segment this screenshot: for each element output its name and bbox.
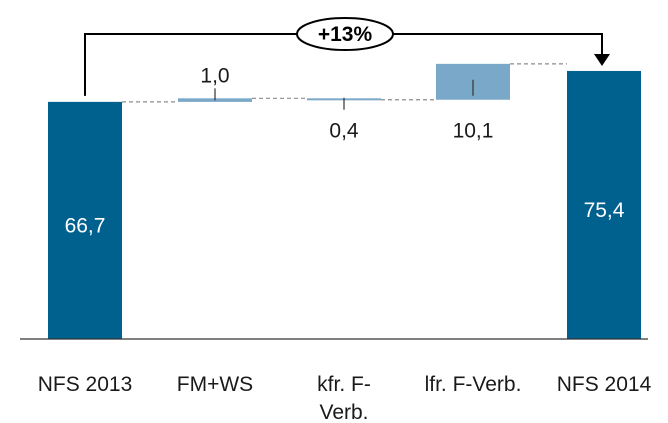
category-label-0: NFS 2013 [38, 373, 133, 396]
category-label-3: lfr. F-Verb. [425, 373, 522, 396]
category-labels: NFS 2013 FM+WS kfr. F- Verb. lfr. F-Verb. NFS… [38, 373, 652, 423]
value-labels: 66,7 1,0 0,4 10,1 75,4 [65, 64, 625, 237]
value-label-2: 0,4 [329, 120, 359, 143]
growth-oval [296, 17, 394, 51]
value-label-0: 66,7 [65, 214, 106, 237]
growth-annotation: +13% [84, 17, 610, 96]
bar-4 [567, 70, 641, 339]
connector-lines [122, 63, 567, 103]
bars-group [48, 63, 641, 339]
category-label-1: FM+WS [177, 373, 253, 396]
value-label-1: 1,0 [200, 64, 229, 87]
category-label-4: NFS 2014 [557, 373, 652, 396]
category-label-2-line-1: Verb. [319, 401, 368, 423]
value-label-4: 75,4 [584, 199, 625, 222]
growth-percent-label: +13% [318, 23, 373, 46]
growth-arrowhead [594, 53, 610, 66]
category-label-2: kfr. F- [317, 373, 371, 396]
bar-0 [48, 101, 122, 339]
value-stems [214, 79, 474, 110]
value-label-3: 10,1 [453, 120, 494, 143]
